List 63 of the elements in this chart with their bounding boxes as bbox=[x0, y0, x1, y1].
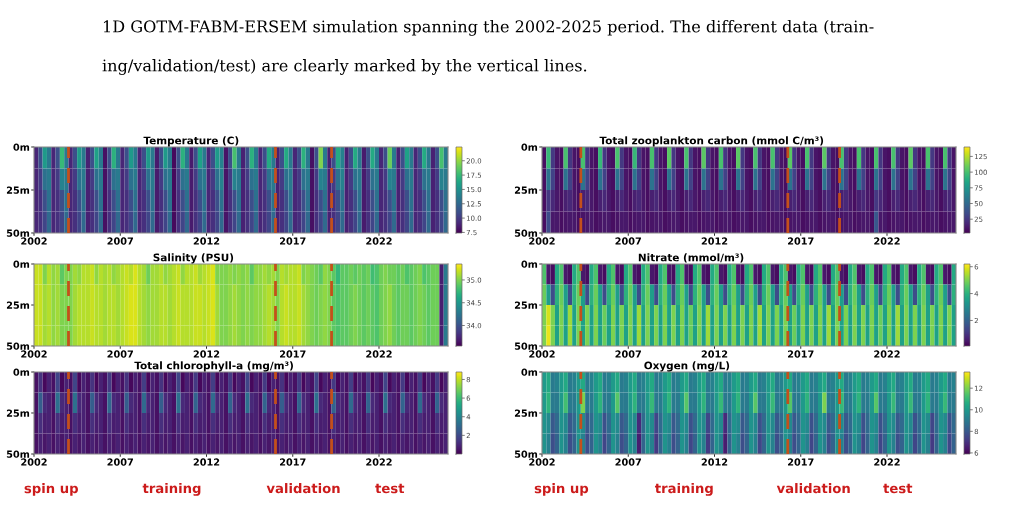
x-tick-label: 2022 bbox=[874, 350, 900, 358]
x-tick-label: 2017 bbox=[279, 350, 306, 358]
x-tick-label: 2002 bbox=[529, 237, 555, 245]
y-tick-label: 0m bbox=[521, 143, 538, 151]
y-tick-label: 50m bbox=[6, 229, 30, 237]
x-tick-label: 2017 bbox=[787, 237, 814, 245]
text: validation bbox=[266, 483, 340, 494]
y-tick-label: 25m bbox=[514, 186, 538, 194]
y-tick-label: 0m bbox=[13, 143, 30, 151]
chart-title: Nitrate (mmol/m³) bbox=[638, 253, 744, 263]
text: validation bbox=[776, 483, 850, 494]
x-tick-label: 2017 bbox=[787, 350, 814, 358]
x-tick-label: 2012 bbox=[193, 350, 220, 358]
x-tick-label: 2012 bbox=[701, 458, 728, 466]
x-tick-label: 2007 bbox=[107, 350, 134, 358]
y-tick-label: 25m bbox=[6, 409, 30, 417]
x-tick-label: 2002 bbox=[529, 458, 555, 466]
y-tick-label: 0m bbox=[13, 260, 30, 268]
chart-title: Salinity (PSU) bbox=[153, 253, 234, 264]
x-tick-label: 2012 bbox=[193, 458, 220, 466]
x-tick-label: 2022 bbox=[366, 237, 392, 245]
chart-title: Oxygen (mg/L) bbox=[644, 361, 730, 372]
y-tick-label: 50m bbox=[6, 450, 30, 458]
x-tick-label: 2002 bbox=[21, 350, 47, 358]
chart-title: Total chlorophyll-a (mg/m³) bbox=[134, 361, 293, 372]
y-tick-label: 25m bbox=[6, 186, 30, 194]
x-tick-label: 2017 bbox=[279, 237, 306, 245]
y-tick-label: 50m bbox=[514, 342, 538, 350]
x-tick-label: 2022 bbox=[874, 458, 900, 466]
text: 1D GOTM-FABM-ERSEM simulation spanning the 2002-2025 period. The different data (train- ing/validation/test) are clearly marked by the vertical lines. bbox=[102, 20, 874, 75]
text: spin up bbox=[534, 483, 589, 496]
x-tick-label: 2007 bbox=[615, 350, 642, 358]
x-tick-label: 2002 bbox=[21, 237, 47, 245]
chart-title: Total zooplankton carbon (mmol C/m³) bbox=[599, 136, 824, 147]
x-tick-label: 2007 bbox=[615, 458, 642, 466]
x-tick-label: 2022 bbox=[366, 350, 392, 358]
y-tick-label: 0m bbox=[521, 260, 538, 268]
x-tick-label: 2017 bbox=[787, 458, 814, 466]
y-tick-label: 50m bbox=[514, 450, 538, 458]
y-tick-label: 0m bbox=[521, 368, 538, 376]
text: test bbox=[883, 483, 913, 494]
text: spin up bbox=[24, 483, 78, 496]
x-tick-label: 2012 bbox=[193, 237, 220, 245]
x-tick-label: 2007 bbox=[615, 237, 642, 245]
y-tick-label: 25m bbox=[514, 301, 538, 309]
chart-title: Temperature (C) bbox=[143, 136, 239, 147]
x-tick-label: 2007 bbox=[107, 237, 134, 245]
y-tick-label: 25m bbox=[514, 409, 538, 417]
x-tick-label: 2002 bbox=[21, 458, 47, 466]
x-tick-label: 2017 bbox=[279, 458, 306, 466]
y-tick-label: 25m bbox=[6, 301, 30, 309]
y-tick-label: 0m bbox=[13, 368, 30, 376]
x-tick-label: 2012 bbox=[701, 350, 728, 358]
x-tick-label: 2012 bbox=[701, 237, 728, 245]
text: training bbox=[142, 482, 201, 496]
x-tick-label: 2022 bbox=[874, 237, 900, 245]
text: test bbox=[375, 483, 405, 494]
x-tick-label: 2007 bbox=[107, 458, 134, 466]
x-tick-label: 2022 bbox=[366, 458, 392, 466]
text: training bbox=[654, 482, 713, 496]
y-tick-label: 50m bbox=[6, 342, 30, 350]
x-tick-label: 2002 bbox=[529, 350, 555, 358]
y-tick-label: 50m bbox=[514, 229, 538, 237]
